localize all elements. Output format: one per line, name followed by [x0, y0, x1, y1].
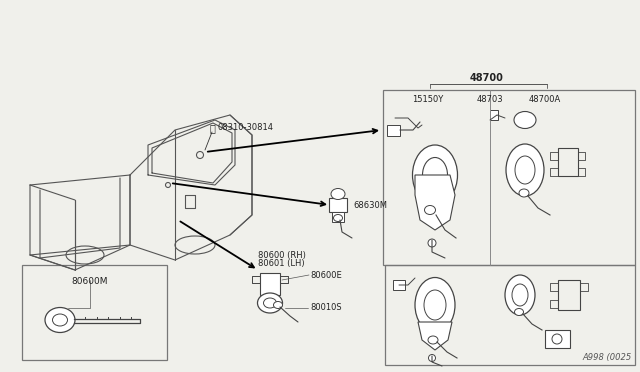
Text: 80600 (RH): 80600 (RH) [258, 251, 306, 260]
Ellipse shape [424, 205, 435, 215]
Text: Ⓢ: Ⓢ [209, 123, 215, 133]
Ellipse shape [45, 308, 75, 333]
Ellipse shape [413, 145, 458, 205]
Ellipse shape [428, 336, 438, 344]
Bar [383, 90, 635, 265]
Ellipse shape [422, 157, 447, 192]
Text: A998 (0025: A998 (0025 [583, 353, 632, 362]
Bar [490, 110, 498, 120]
Ellipse shape [512, 284, 528, 306]
Ellipse shape [264, 298, 276, 308]
Ellipse shape [331, 189, 345, 199]
Circle shape [428, 239, 436, 247]
Ellipse shape [519, 189, 529, 197]
Text: 08310-30814: 08310-30814 [218, 124, 274, 132]
Ellipse shape [333, 215, 342, 221]
Ellipse shape [415, 278, 455, 333]
Ellipse shape [505, 275, 535, 315]
Text: 68630M: 68630M [353, 202, 387, 211]
Text: 48703: 48703 [477, 95, 503, 104]
Text: 80600E: 80600E [310, 270, 342, 279]
Ellipse shape [514, 112, 536, 128]
Ellipse shape [515, 156, 535, 184]
Text: 48700A: 48700A [529, 95, 561, 104]
Ellipse shape [424, 290, 446, 320]
Bar [558, 280, 580, 310]
Text: 80601 (LH): 80601 (LH) [258, 259, 305, 268]
Text: 48700: 48700 [470, 73, 504, 83]
Bar [260, 273, 280, 295]
Polygon shape [415, 175, 455, 230]
Polygon shape [418, 322, 452, 350]
Text: 80010S: 80010S [310, 304, 342, 312]
Ellipse shape [273, 301, 282, 308]
Text: 15150Y: 15150Y [412, 95, 444, 104]
Bar [329, 198, 347, 212]
Ellipse shape [52, 314, 67, 326]
Ellipse shape [515, 308, 524, 315]
Text: 80600M: 80600M [72, 277, 108, 286]
Bar [545, 330, 570, 348]
Ellipse shape [257, 293, 282, 313]
Bar [393, 280, 405, 290]
Ellipse shape [506, 144, 544, 196]
Bar [387, 125, 400, 136]
Circle shape [429, 355, 435, 362]
Bar [385, 265, 635, 365]
Bar [558, 148, 578, 176]
Bar [22, 265, 167, 360]
Bar [332, 212, 344, 222]
